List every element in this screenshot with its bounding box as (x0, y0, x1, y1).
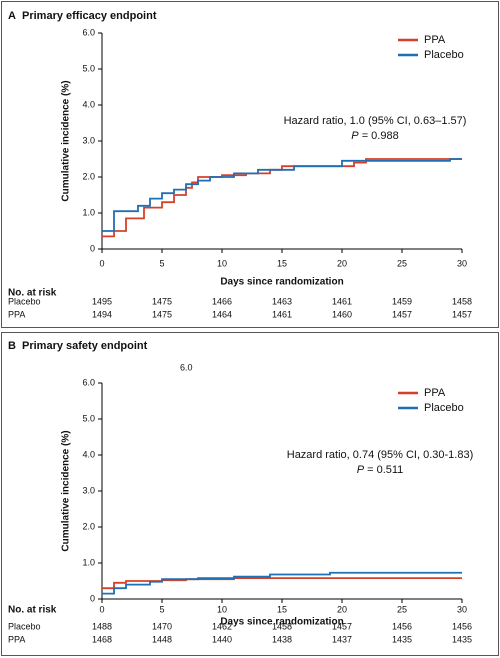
survival-curve (102, 571, 462, 595)
risk-title: No. at risk (8, 605, 57, 616)
panel-title: Primary efficacy endpoint (22, 10, 157, 22)
x-tick-label: 0 (99, 258, 104, 268)
risk-count: 1468 (92, 634, 112, 644)
risk-count: 1464 (212, 309, 232, 319)
risk-count: 1458 (452, 296, 472, 306)
survival-curve (102, 158, 462, 232)
risk-count: 1461 (272, 309, 292, 319)
y-tick-label: 3.0 (82, 135, 95, 145)
p-text: = 0.988 (362, 130, 399, 142)
risk-count: 1435 (452, 634, 472, 644)
y-tick-label: 2.0 (82, 171, 95, 181)
y-tick-label: 6.0 (82, 27, 95, 37)
stray-label: 6.0 (180, 362, 193, 372)
x-tick-label: 15 (277, 258, 287, 268)
x-tick-label: 15 (277, 604, 287, 614)
y-tick-label: 6.0 (82, 377, 95, 387)
x-axis-title: Days since randomization (220, 277, 343, 288)
risk-count: 1463 (272, 296, 292, 306)
risk-count: 1435 (392, 634, 412, 644)
y-tick-label: 0 (90, 593, 95, 603)
risk-title: No. at risk (8, 288, 57, 299)
risk-row-name: Placebo (8, 621, 41, 631)
y-tick-label: 2.0 (82, 521, 95, 531)
x-tick-label: 10 (217, 604, 227, 614)
x-tick-label: 30 (457, 258, 467, 268)
risk-row-name: Placebo (8, 296, 41, 306)
legend-label: PPA (424, 387, 446, 399)
risk-count: 1475 (152, 309, 172, 319)
risk-count: 1458 (272, 621, 292, 631)
risk-count: 1470 (152, 621, 172, 631)
x-tick-label: 20 (337, 604, 347, 614)
x-axis-title: Days since randomization (220, 617, 343, 628)
risk-count: 1460 (332, 309, 352, 319)
hazard-ratio: Hazard ratio, 1.0 (95% CI, 0.63–1.57) (284, 115, 467, 127)
x-tick-label: 25 (397, 258, 407, 268)
risk-count: 1462 (212, 621, 232, 631)
risk-count: 1459 (392, 296, 412, 306)
risk-count: 1457 (332, 621, 352, 631)
y-tick-label: 1.0 (82, 207, 95, 217)
hazard-ratio: Hazard ratio, 0.74 (95% CI, 0.30-1.83) (287, 449, 473, 461)
x-tick-label: 20 (337, 258, 347, 268)
risk-count: 1475 (152, 296, 172, 306)
y-tick-label: 1.0 (82, 557, 95, 567)
risk-count: 1457 (452, 309, 472, 319)
x-tick-label: 5 (159, 258, 164, 268)
x-tick-label: 5 (159, 604, 164, 614)
risk-count: 1466 (212, 296, 232, 306)
panel-border (1, 332, 499, 656)
risk-row-name: PPA (8, 309, 25, 319)
risk-count: 1437 (332, 634, 352, 644)
risk-count: 1440 (212, 634, 232, 644)
panel-border (1, 1, 499, 328)
y-tick-label: 5.0 (82, 63, 95, 73)
p-symbol: P (351, 130, 359, 142)
y-tick-label: 4.0 (82, 449, 95, 459)
y-tick-label: 4.0 (82, 99, 95, 109)
risk-count: 1461 (332, 296, 352, 306)
panel-title: Primary safety endpoint (22, 340, 148, 352)
legend-label: Placebo (424, 49, 464, 61)
risk-count: 1456 (452, 621, 472, 631)
panel-letter: B (8, 340, 16, 352)
panel-letter: A (8, 10, 16, 22)
y-axis-title: Cumulative incidence (%) (61, 430, 72, 551)
p-value: P = 0.511 (357, 464, 404, 476)
x-tick-label: 0 (99, 604, 104, 614)
risk-count: 1494 (92, 309, 112, 319)
risk-count: 1438 (272, 634, 292, 644)
y-axis-title: Cumulative incidence (%) (61, 80, 72, 201)
x-tick-label: 10 (217, 258, 227, 268)
legend-label: Placebo (424, 402, 464, 414)
x-tick-label: 25 (397, 604, 407, 614)
risk-count: 1457 (392, 309, 412, 319)
risk-row-name: PPA (8, 634, 25, 644)
legend-label: PPA (424, 34, 446, 46)
y-tick-label: 3.0 (82, 485, 95, 495)
risk-count: 1448 (152, 634, 172, 644)
x-tick-label: 30 (457, 604, 467, 614)
survival-curve (102, 577, 462, 590)
p-value: P = 0.988 (351, 130, 398, 142)
risk-count: 1488 (92, 621, 112, 631)
p-text: = 0.511 (367, 464, 403, 476)
y-tick-label: 5.0 (82, 413, 95, 423)
risk-count: 1456 (392, 621, 412, 631)
y-tick-label: 0 (90, 243, 95, 253)
risk-count: 1495 (92, 296, 112, 306)
p-symbol: P (357, 464, 365, 476)
